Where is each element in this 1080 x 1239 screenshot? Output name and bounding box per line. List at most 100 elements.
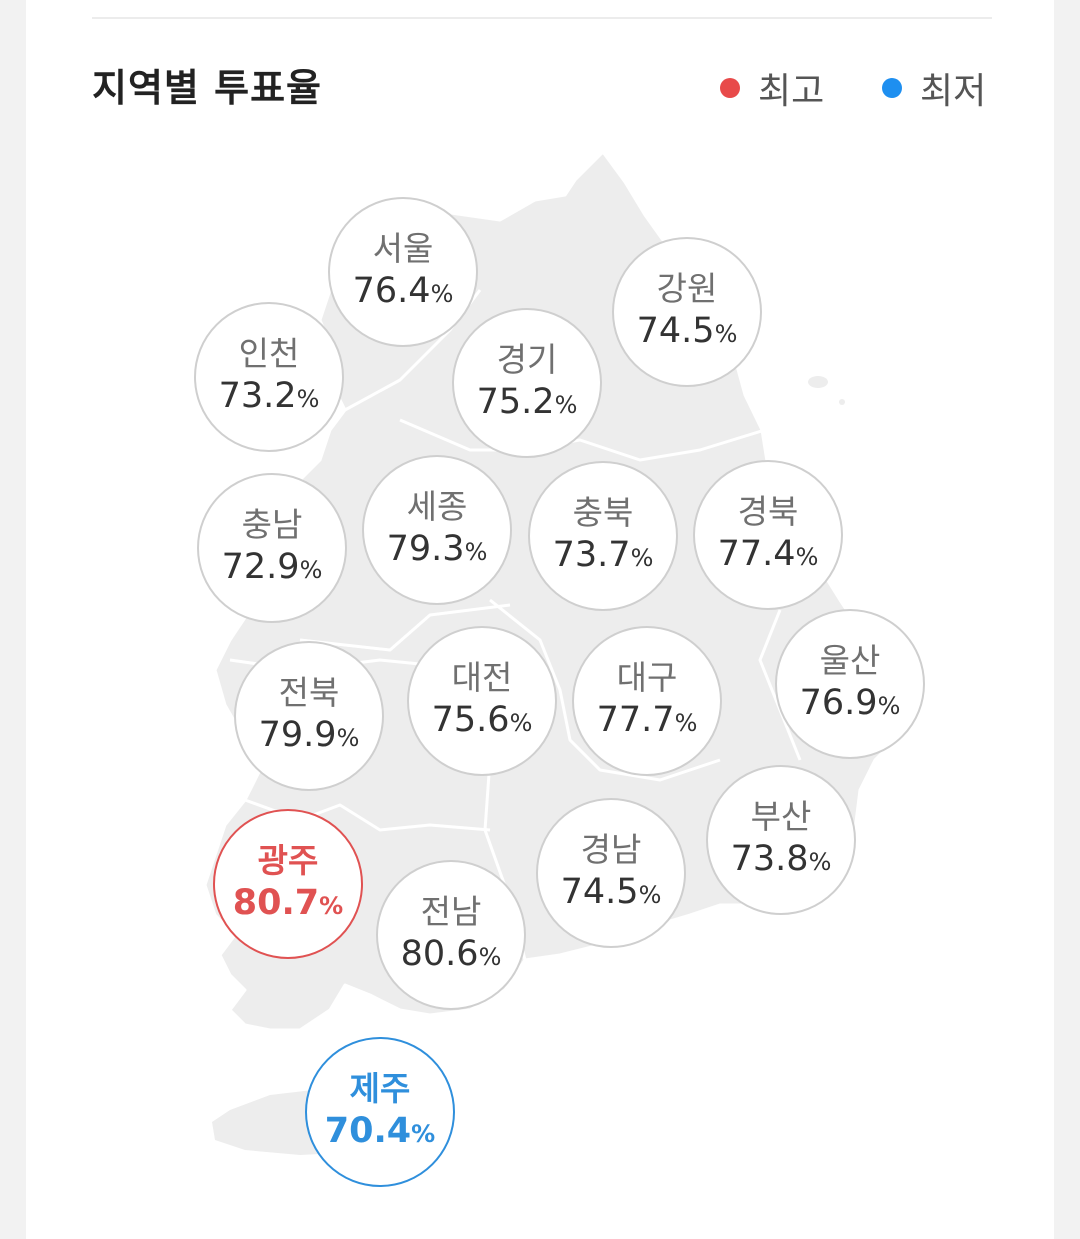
region-bubble-chungnam[interactable]: 충남 72.9% [197, 473, 347, 623]
legend-low: 최저 [882, 60, 986, 116]
region-name: 서울 [372, 228, 434, 268]
region-turnout: 75.2% [477, 380, 578, 427]
region-turnout: 79.3% [387, 527, 488, 574]
region-bubble-jeju[interactable]: 제주 70.4% [305, 1037, 455, 1187]
region-bubble-jeonbuk[interactable]: 전북 79.9% [234, 641, 384, 791]
region-name: 대구 [616, 657, 678, 697]
region-turnout: 75.6% [432, 698, 533, 745]
region-name: 울산 [819, 640, 881, 680]
percent-unit: % [336, 723, 360, 752]
region-turnout: 76.4% [353, 269, 454, 316]
dokdo-island [839, 399, 845, 405]
region-name: 전남 [420, 891, 482, 931]
region-name: 전북 [278, 672, 340, 712]
turnout-value: 74.5 [560, 871, 639, 912]
turnout-value: 72.9 [221, 546, 300, 587]
divider [92, 17, 992, 19]
region-name: 광주 [257, 840, 319, 880]
region-turnout: 73.8% [731, 837, 832, 884]
percent-unit: % [795, 542, 819, 571]
region-bubble-gangwon[interactable]: 강원 74.5% [612, 237, 762, 387]
turnout-value: 73.2 [218, 375, 297, 416]
turnout-value: 70.4 [324, 1110, 412, 1151]
percent-unit: % [714, 319, 738, 348]
percent-unit: % [509, 708, 533, 737]
percent-unit: % [877, 691, 901, 720]
region-name: 경기 [496, 339, 558, 379]
region-bubble-seoul[interactable]: 서울 76.4% [328, 197, 478, 347]
region-turnout: 74.5% [561, 870, 662, 917]
region-bubble-busan[interactable]: 부산 73.8% [706, 765, 856, 915]
percent-unit: % [638, 880, 662, 909]
legend-low-dot [882, 78, 902, 98]
section-title: 지역별 투표율 [92, 66, 322, 110]
region-name: 경북 [737, 491, 799, 531]
legend-high-label: 최고 [758, 71, 825, 112]
region-name: 제주 [349, 1068, 411, 1108]
region-name: 강원 [656, 268, 718, 308]
percent-unit: % [554, 390, 578, 419]
region-bubble-chungbuk[interactable]: 충북 73.7% [528, 461, 678, 611]
legend-high-dot [720, 78, 740, 98]
turnout-value: 74.5 [636, 310, 715, 351]
region-name: 경남 [580, 829, 642, 869]
ulleungdo-island [808, 376, 828, 388]
region-bubble-sejong[interactable]: 세종 79.3% [362, 455, 512, 605]
percent-unit: % [319, 891, 344, 920]
region-bubble-gwangju[interactable]: 광주 80.7% [213, 809, 363, 959]
turnout-value: 73.8 [730, 838, 809, 879]
turnout-value: 73.7 [552, 534, 631, 575]
region-bubble-gyeonggi[interactable]: 경기 75.2% [452, 308, 602, 458]
turnout-value: 77.7 [596, 699, 675, 740]
turnout-value: 76.4 [352, 270, 431, 311]
region-name: 인천 [238, 333, 300, 373]
turnout-value: 76.9 [799, 682, 878, 723]
province-line [399, 418, 766, 462]
percent-unit: % [808, 847, 832, 876]
turnout-value: 75.6 [431, 699, 510, 740]
region-bubble-gyeongnam[interactable]: 경남 74.5% [536, 798, 686, 948]
legend-low-label: 최저 [920, 71, 987, 112]
turnout-value: 79.3 [386, 528, 465, 569]
percent-unit: % [478, 942, 502, 971]
region-turnout: 77.7% [597, 698, 698, 745]
province-line [758, 609, 802, 761]
region-turnout: 70.4% [325, 1109, 435, 1156]
region-name: 충북 [572, 492, 634, 532]
region-name: 세종 [406, 486, 468, 526]
region-turnout: 79.9% [259, 713, 360, 760]
region-turnout: 73.7% [553, 533, 654, 580]
region-bubble-ulsan[interactable]: 울산 76.9% [775, 609, 925, 759]
region-name: 충남 [241, 504, 303, 544]
province-line [299, 603, 511, 652]
percent-unit: % [464, 537, 488, 566]
province-line [489, 598, 721, 782]
percent-unit: % [411, 1119, 436, 1148]
region-bubble-jeonnam[interactable]: 전남 80.6% [376, 860, 526, 1010]
region-name: 대전 [451, 657, 513, 697]
region-turnout: 72.9% [222, 545, 323, 592]
percent-unit: % [674, 708, 698, 737]
region-turnout: 73.2% [219, 374, 320, 421]
region-name: 부산 [750, 796, 812, 836]
region-bubble-incheon[interactable]: 인천 73.2% [194, 302, 344, 452]
turnout-value: 75.2 [476, 381, 555, 422]
region-turnout: 74.5% [637, 309, 738, 356]
legend-high: 최고 [720, 60, 824, 116]
turnout-value: 79.9 [258, 714, 337, 755]
region-turnout: 80.6% [401, 932, 502, 979]
region-turnout: 76.9% [800, 681, 901, 728]
percent-unit: % [630, 543, 654, 572]
region-turnout: 80.7% [233, 881, 343, 928]
region-bubble-gyeongbuk[interactable]: 경북 77.4% [693, 460, 843, 610]
percent-unit: % [430, 279, 454, 308]
region-bubble-daejeon[interactable]: 대전 75.6% [407, 626, 557, 776]
turnout-value: 77.4 [717, 533, 796, 574]
turnout-value: 80.7 [232, 882, 320, 923]
turnout-value: 80.6 [400, 933, 479, 974]
region-turnout: 77.4% [718, 532, 819, 579]
region-bubble-daegu[interactable]: 대구 77.7% [572, 626, 722, 776]
percent-unit: % [299, 555, 323, 584]
percent-unit: % [296, 384, 320, 413]
